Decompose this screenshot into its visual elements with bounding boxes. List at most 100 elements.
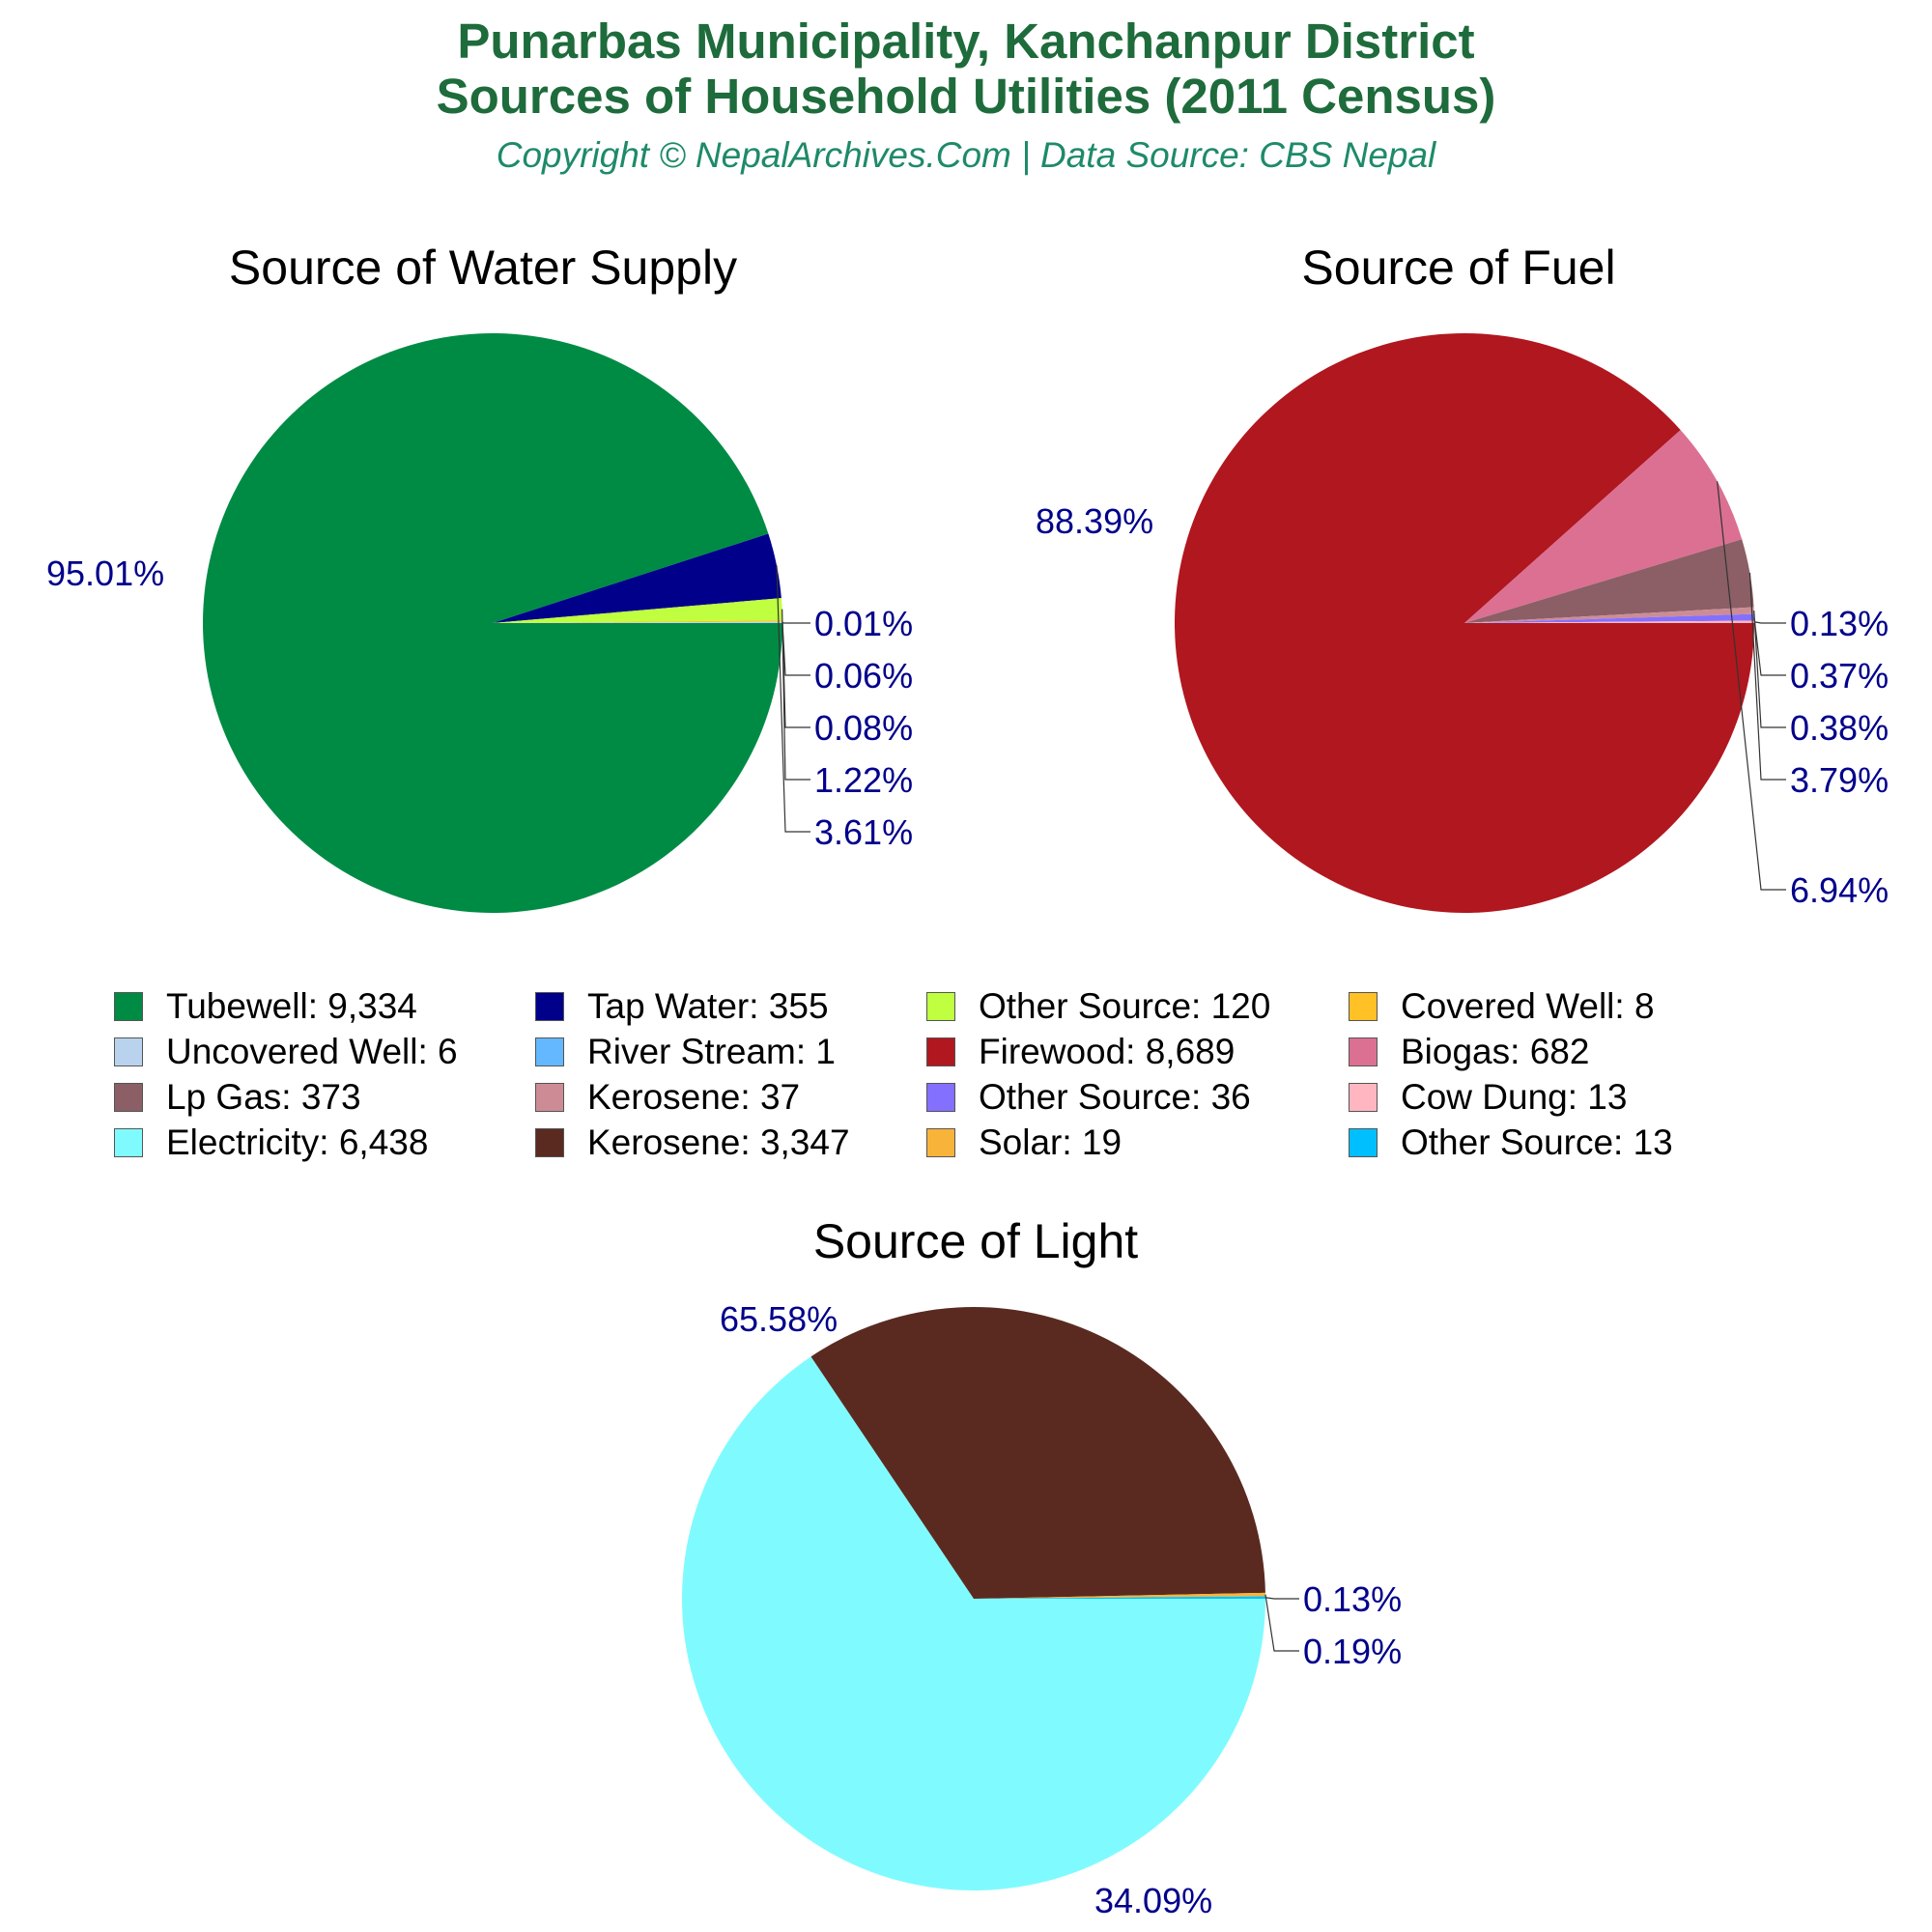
legend-label: Electricity: 6,438 xyxy=(166,1122,429,1162)
chart-legend: Tubewell: 9,334 Tap Water: 355 Other Sourc… xyxy=(114,983,1696,1165)
legend-label: Kerosene: 3,347 xyxy=(587,1122,850,1162)
fuel-pie: 88.39% 0.13% 0.37% 0.38% 3.79% 6.94% xyxy=(1036,333,1889,914)
legend-label: River Stream: 1 xyxy=(587,1031,837,1071)
light-label-solar: 0.19% xyxy=(1303,1632,1402,1671)
fuel-label-firewood: 88.39% xyxy=(1036,501,1153,541)
fuel-label-kerosene: 0.38% xyxy=(1790,708,1889,748)
chart-title-line1: Punarbas Municipality, Kanchanpur Distri… xyxy=(457,14,1475,69)
water-label-other-source: 1.22% xyxy=(814,760,913,800)
chart-header: Punarbas Municipality, Kanchanpur Distri… xyxy=(0,14,1932,176)
legend-item: Firewood: 8,689 xyxy=(926,1029,1349,1074)
fuel-slice-lp-gas xyxy=(1464,539,1754,623)
water-chart-title: Source of Water Supply xyxy=(228,241,738,295)
legend-swatch xyxy=(1349,1082,1378,1112)
legend-item: Tubewell: 9,334 xyxy=(114,983,535,1029)
fuel-slice-biogas xyxy=(1464,430,1743,623)
legend-swatch xyxy=(535,1082,564,1112)
water-slice-other-source xyxy=(493,598,782,623)
fuel-chart-title: Source of Fuel xyxy=(1301,241,1616,295)
light-slice-electricity xyxy=(682,1356,1265,1890)
light-label-kerosene: 34.09% xyxy=(1094,1881,1212,1920)
legend-swatch xyxy=(926,991,955,1021)
legend-swatch xyxy=(535,1127,564,1157)
legend-swatch xyxy=(926,1082,955,1112)
legend-item: Electricity: 6,438 xyxy=(114,1120,535,1165)
legend-label: Covered Well: 8 xyxy=(1401,985,1655,1026)
legend-item: Other Source: 120 xyxy=(926,983,1349,1029)
fuel-slice-cow-dung xyxy=(1464,620,1754,623)
water-leader-line xyxy=(781,622,810,676)
legend-item: Solar: 19 xyxy=(926,1120,1349,1165)
light-label-electricity: 65.58% xyxy=(720,1299,838,1339)
water-slice-tap-water xyxy=(493,533,781,623)
legend-swatch xyxy=(535,991,564,1021)
water-label-uncovered-well: 0.06% xyxy=(814,656,913,696)
legend-item: Lp Gas: 373 xyxy=(114,1074,535,1120)
legend-label: Other Source: 120 xyxy=(979,985,1271,1026)
water-slice-covered-well xyxy=(493,620,782,623)
legend-item: Kerosene: 3,347 xyxy=(535,1120,926,1165)
water-leader-line xyxy=(781,620,810,728)
fuel-leader-line xyxy=(1753,616,1786,676)
fuel-leader-line xyxy=(1748,572,1786,781)
legend-label: Kerosene: 37 xyxy=(587,1076,801,1117)
legend-swatch xyxy=(926,1127,955,1157)
legend-label: Lp Gas: 373 xyxy=(166,1076,361,1117)
legend-swatch xyxy=(114,1082,143,1112)
legend-item: Biogas: 682 xyxy=(1349,1029,1696,1074)
water-pie: 95.01% 0.01% 0.06% 0.08% 1.22% 3.61% xyxy=(46,332,913,913)
water-leader-line xyxy=(781,609,810,781)
light-label-other-source: 0.13% xyxy=(1303,1579,1402,1619)
chart-title-line2: Sources of Household Utilities (2011 Cen… xyxy=(436,69,1496,124)
legend-swatch xyxy=(114,1127,143,1157)
legend-swatch xyxy=(535,1037,564,1066)
light-slice-solar xyxy=(974,1592,1265,1599)
water-label-river-stream: 0.01% xyxy=(814,604,913,643)
legend-label: Uncovered Well: 6 xyxy=(166,1031,458,1071)
light-pie: 65.58% 34.09% 0.13% 0.19% xyxy=(682,1299,1402,1920)
legend-label: Solar: 19 xyxy=(979,1122,1122,1162)
fuel-label-biogas: 6.94% xyxy=(1790,870,1889,910)
legend-item: Covered Well: 8 xyxy=(1349,983,1696,1029)
legend-swatch xyxy=(926,1037,955,1066)
legend-label: Tap Water: 355 xyxy=(587,985,829,1026)
legend-item: River Stream: 1 xyxy=(535,1029,926,1074)
legend-swatch xyxy=(114,1037,143,1066)
water-label-tap-water: 3.61% xyxy=(814,812,913,852)
water-slice-tubewell xyxy=(202,332,782,913)
fuel-slice-kerosene xyxy=(1464,607,1754,623)
fuel-label-other-source: 0.37% xyxy=(1790,656,1889,696)
light-slice-kerosene xyxy=(810,1307,1265,1599)
fuel-label-lp-gas: 3.79% xyxy=(1790,760,1889,800)
legend-swatch xyxy=(114,991,143,1021)
light-leader-line xyxy=(1264,1597,1299,1600)
legend-label: Other Source: 13 xyxy=(1401,1122,1673,1162)
legend-label: Tubewell: 9,334 xyxy=(166,985,417,1026)
legend-item: Other Source: 13 xyxy=(1349,1120,1696,1165)
legend-item: Kerosene: 37 xyxy=(535,1074,926,1120)
legend-item: Other Source: 36 xyxy=(926,1074,1349,1120)
legend-item: Tap Water: 355 xyxy=(535,983,926,1029)
fuel-slice-firewood xyxy=(1174,333,1754,914)
light-chart-title: Source of Light xyxy=(812,1214,1139,1268)
legend-swatch xyxy=(1349,1127,1378,1157)
legend-label: Other Source: 36 xyxy=(979,1076,1251,1117)
legend-item: Uncovered Well: 6 xyxy=(114,1029,535,1074)
fuel-leader-line xyxy=(1753,611,1786,728)
light-leader-line xyxy=(1264,1594,1299,1652)
legend-swatch xyxy=(1349,991,1378,1021)
light-slice-other-source xyxy=(974,1596,1265,1599)
water-label-tubewell: 95.01% xyxy=(46,554,164,593)
water-leader-line xyxy=(776,565,810,833)
fuel-label-cow-dung: 0.13% xyxy=(1790,604,1889,643)
legend-swatch xyxy=(1349,1037,1378,1066)
water-slice-uncovered-well xyxy=(493,621,782,623)
water-label-covered-well: 0.08% xyxy=(814,708,913,748)
legend-label: Biogas: 682 xyxy=(1401,1031,1590,1071)
chart-subtitle: Copyright © NepalArchives.Com | Data Sou… xyxy=(496,135,1436,175)
legend-item: Cow Dung: 13 xyxy=(1349,1074,1696,1120)
legend-label: Firewood: 8,689 xyxy=(979,1031,1236,1071)
fuel-slice-other-source xyxy=(1464,613,1754,623)
fuel-leader-line xyxy=(1753,621,1786,624)
